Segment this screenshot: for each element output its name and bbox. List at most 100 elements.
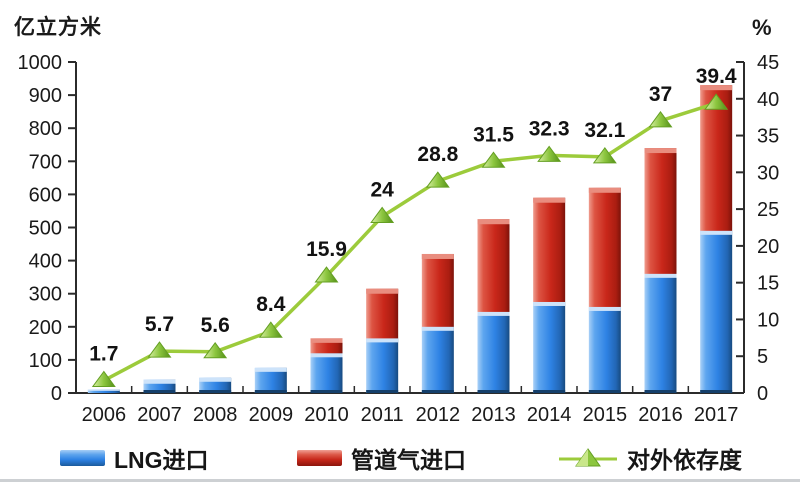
- left-axis-tick-label: 400: [29, 251, 62, 273]
- marker-dependence-2014: [537, 145, 562, 162]
- dependence-line-swatch-icon: [559, 448, 617, 467]
- right-axis-tick-label: 40: [757, 89, 779, 111]
- bar-pipeline-2013: [477, 219, 510, 312]
- point-label-2017: 39.4: [696, 65, 737, 88]
- bar-lng-2015: [588, 306, 621, 393]
- left-axis-tick-label: 0: [51, 383, 62, 405]
- bar-base-face: [421, 390, 454, 393]
- bar-pipeline-top-face: [310, 338, 343, 343]
- bar-pipeline-top-face: [588, 187, 621, 193]
- x-axis-year-label: 2012: [416, 404, 461, 426]
- x-axis-year-label: 2015: [583, 404, 628, 426]
- bar-lng-2013: [477, 311, 510, 393]
- bar-lng-top-face: [533, 301, 566, 306]
- marker-dependence-2009: [258, 321, 283, 338]
- bar-lng-top-face: [588, 306, 621, 311]
- bar-lng-top-face: [199, 377, 232, 382]
- point-label-2011: 24: [370, 178, 394, 201]
- x-axis-year-label: 2013: [471, 404, 516, 426]
- bar-pipeline-2011: [366, 288, 399, 339]
- point-label-2010: 15.9: [306, 238, 347, 261]
- left-axis-tick-label: 1000: [18, 52, 63, 74]
- legend-label-lng: LNG进口: [114, 447, 209, 473]
- legend-item-dependence: 对外依存度: [558, 441, 742, 475]
- right-axis-tick-label: 35: [757, 126, 779, 148]
- bar-pipeline-top-face: [421, 253, 454, 259]
- bar-pipeline-2015: [588, 187, 621, 307]
- x-axis-year-label: 2007: [137, 404, 182, 426]
- left-axis-tick-label: 600: [29, 184, 62, 206]
- bar-pipeline-2016: [644, 148, 677, 274]
- x-axis-year-label: 2010: [304, 404, 349, 426]
- right-axis-tick-label: 10: [757, 309, 779, 331]
- legend-label-pipeline: 管道气进口: [351, 447, 466, 473]
- marker-dependence-2008: [203, 341, 228, 359]
- x-axis-year-label: 2006: [82, 404, 127, 426]
- point-label-2013: 31.5: [473, 123, 514, 146]
- bar-lng-top-face: [143, 379, 176, 384]
- x-axis-year-label: 2014: [527, 404, 572, 426]
- marker-dependence-2012: [425, 171, 450, 188]
- bar-lng-top-face: [366, 338, 399, 343]
- right-axis-tick-label: 15: [757, 273, 779, 295]
- bar-pipeline-2012: [421, 253, 454, 327]
- legend-label-dependence: 对外依存度: [627, 447, 742, 473]
- bar-lng-top-face: [644, 273, 677, 278]
- left-axis-tick-label: 500: [29, 218, 62, 240]
- bar-base-face: [588, 390, 621, 393]
- marker-dependence-2006: [91, 370, 116, 387]
- point-label-2012: 28.8: [417, 143, 458, 166]
- right-axis-tick-label: 20: [757, 236, 779, 258]
- pipeline-bar-swatch-icon: [297, 450, 342, 466]
- bar-lng-top-face: [254, 367, 287, 372]
- marker-dependence-2013: [481, 151, 506, 168]
- bar-lng-top-face: [421, 326, 454, 331]
- legend-item-lng: LNG进口: [60, 441, 209, 475]
- bar-lng-2017: [700, 230, 733, 393]
- point-label-2008: 5.6: [201, 314, 230, 337]
- left-axis-tick-label: 900: [29, 85, 62, 107]
- right-axis-tick-label: 25: [757, 199, 779, 221]
- bottom-divider: [0, 479, 800, 482]
- marker-dependence-2011: [370, 206, 395, 223]
- x-axis-year-label: 2011: [361, 404, 404, 426]
- right-axis-tick-label: 30: [757, 162, 779, 184]
- bar-lng-2010: [310, 353, 343, 393]
- left-axis-unit-label: 亿立方米: [14, 16, 102, 39]
- bar-lng-top-face: [310, 353, 343, 358]
- right-axis-tick-label: 0: [757, 383, 768, 405]
- bar-lng-2006: [87, 389, 120, 393]
- right-axis-tick-label: 45: [757, 52, 779, 74]
- left-axis-tick-label: 200: [29, 317, 62, 339]
- bar-base-face: [199, 390, 232, 393]
- bar-base-face: [310, 390, 343, 393]
- point-label-2016: 37: [649, 83, 672, 106]
- legend-item-pipeline: 管道气进口: [297, 441, 466, 475]
- bar-base-face: [700, 390, 733, 393]
- legend: LNG进口 管道气进口 对外依存度: [0, 441, 800, 477]
- x-axis-year-label: 2016: [638, 404, 683, 426]
- bar-base-face: [477, 390, 510, 393]
- lng-bar-swatch-icon: [60, 450, 105, 466]
- point-label-2009: 8.4: [256, 293, 286, 316]
- point-label-2007: 5.7: [145, 313, 174, 336]
- right-axis-tick-label: 5: [757, 346, 768, 368]
- bar-base-face: [143, 390, 176, 393]
- bar-base-face: [533, 390, 566, 393]
- x-axis-year-label: 2008: [193, 404, 238, 426]
- marker-dependence-2007: [147, 341, 172, 358]
- bar-pipeline-top-face: [644, 148, 677, 154]
- bar-lng-2012: [421, 326, 454, 393]
- bar-lng-2016: [644, 273, 677, 393]
- bar-base-face: [366, 390, 399, 393]
- bar-lng-top-face: [87, 389, 120, 391]
- bar-lng-2014: [533, 301, 566, 393]
- bar-pipeline-top-face: [477, 219, 510, 225]
- left-axis-tick-label: 800: [29, 118, 62, 140]
- bar-pipeline-2014: [533, 197, 566, 302]
- bar-pipeline-top-face: [533, 197, 566, 203]
- marker-dependence-2016: [648, 110, 673, 128]
- bar-pipeline-top-face: [700, 85, 733, 91]
